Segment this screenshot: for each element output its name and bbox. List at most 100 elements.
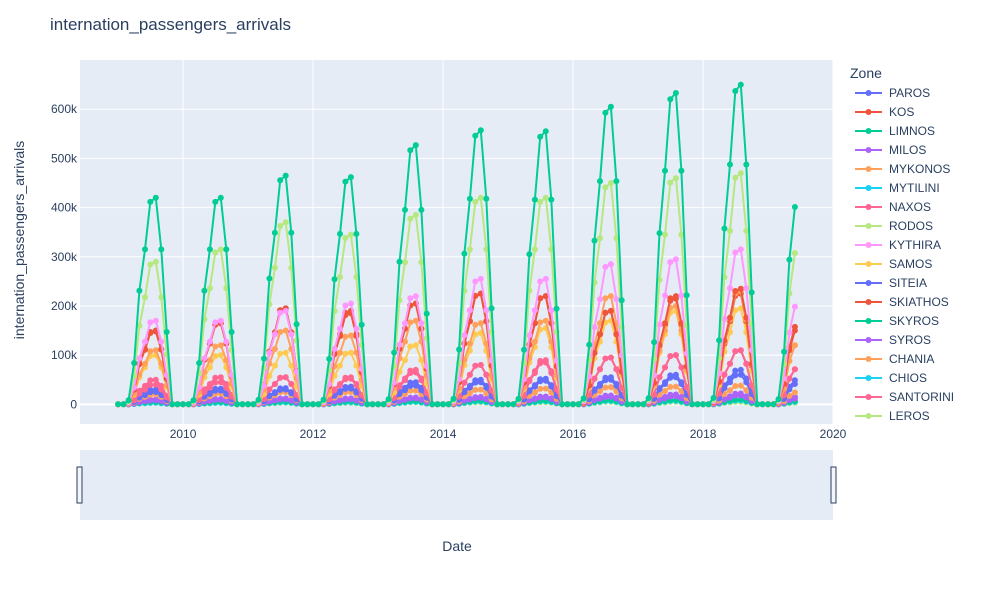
legend-item-siteia[interactable]: SITEIA: [855, 276, 927, 290]
data-point[interactable]: [223, 338, 230, 345]
data-point[interactable]: [217, 246, 224, 253]
data-point[interactable]: [402, 396, 408, 403]
data-point[interactable]: [531, 196, 538, 203]
data-point[interactable]: [402, 375, 408, 382]
data-point[interactable]: [602, 374, 609, 381]
data-point[interactable]: [689, 401, 696, 408]
data-point[interactable]: [466, 395, 473, 402]
data-point[interactable]: [152, 396, 159, 403]
data-point[interactable]: [277, 223, 284, 229]
data-point[interactable]: [613, 331, 620, 338]
data-point[interactable]: [277, 374, 284, 381]
data-point[interactable]: [672, 371, 679, 378]
data-point[interactable]: [337, 349, 343, 356]
data-point[interactable]: [212, 385, 219, 392]
data-point[interactable]: [662, 393, 668, 400]
data-point[interactable]: [277, 350, 284, 357]
data-point[interactable]: [667, 295, 674, 302]
data-point[interactable]: [223, 397, 230, 404]
data-point[interactable]: [266, 386, 273, 393]
data-point[interactable]: [505, 401, 511, 408]
data-point[interactable]: [206, 246, 213, 253]
data-point[interactable]: [245, 401, 251, 408]
data-point[interactable]: [791, 389, 798, 396]
data-point[interactable]: [591, 237, 598, 244]
data-point[interactable]: [206, 364, 213, 371]
data-point[interactable]: [640, 401, 647, 408]
data-point[interactable]: [597, 235, 603, 242]
data-point[interactable]: [672, 391, 679, 398]
data-point[interactable]: [743, 360, 750, 367]
data-point[interactable]: [347, 332, 354, 339]
data-point[interactable]: [781, 348, 788, 355]
data-point[interactable]: [234, 401, 241, 408]
data-point[interactable]: [369, 401, 376, 408]
data-point[interactable]: [531, 370, 538, 376]
data-point[interactable]: [212, 319, 219, 326]
data-point[interactable]: [542, 194, 549, 201]
data-point[interactable]: [282, 219, 289, 226]
data-point[interactable]: [786, 256, 793, 263]
legend[interactable]: PAROS KOS LIMNOS MILOS MYKONOS MYTILINI NAXOS R…: [855, 86, 954, 423]
data-point[interactable]: [206, 397, 213, 404]
data-point[interactable]: [662, 320, 668, 327]
data-point[interactable]: [353, 396, 360, 403]
data-point[interactable]: [732, 383, 739, 389]
range-slider-left-handle[interactable]: [76, 466, 83, 504]
data-point[interactable]: [293, 368, 300, 375]
data-point[interactable]: [737, 170, 744, 177]
data-point[interactable]: [299, 401, 306, 408]
data-point[interactable]: [667, 391, 674, 398]
data-point[interactable]: [212, 343, 219, 350]
data-point[interactable]: [591, 386, 598, 393]
data-point[interactable]: [743, 393, 750, 400]
data-point[interactable]: [472, 132, 479, 139]
data-point[interactable]: [791, 393, 798, 400]
legend-item-samos[interactable]: SAMOS: [855, 257, 932, 271]
data-point[interactable]: [407, 319, 414, 326]
data-point[interactable]: [315, 401, 322, 408]
data-point[interactable]: [515, 395, 522, 402]
data-point[interactable]: [607, 180, 614, 186]
data-point[interactable]: [282, 385, 289, 392]
data-point[interactable]: [131, 360, 138, 366]
data-point[interactable]: [531, 382, 538, 389]
data-point[interactable]: [201, 287, 208, 294]
data-point[interactable]: [537, 385, 544, 392]
data-point[interactable]: [548, 395, 555, 402]
data-point[interactable]: [423, 310, 430, 317]
data-point[interactable]: [602, 263, 609, 270]
data-point[interactable]: [694, 401, 701, 408]
data-point[interactable]: [152, 194, 159, 201]
data-point[interactable]: [342, 374, 349, 381]
data-point[interactable]: [678, 388, 685, 394]
data-point[interactable]: [412, 379, 419, 386]
data-point[interactable]: [466, 390, 473, 397]
data-point[interactable]: [223, 381, 230, 387]
data-point[interactable]: [342, 333, 349, 340]
data-point[interactable]: [331, 345, 338, 352]
data-point[interactable]: [125, 397, 132, 404]
data-point[interactable]: [721, 225, 728, 232]
data-point[interactable]: [477, 320, 484, 327]
data-point[interactable]: [542, 128, 549, 135]
data-point[interactable]: [445, 401, 452, 408]
legend-item-skyros[interactable]: SKYROS: [855, 314, 939, 328]
data-point[interactable]: [559, 401, 566, 408]
data-point[interactable]: [282, 307, 289, 314]
data-point[interactable]: [196, 384, 203, 391]
data-point[interactable]: [597, 381, 603, 387]
data-point[interactable]: [396, 258, 403, 265]
data-point[interactable]: [635, 401, 642, 408]
data-point[interactable]: [342, 350, 349, 357]
data-point[interactable]: [142, 360, 148, 367]
data-point[interactable]: [206, 285, 213, 292]
data-point[interactable]: [786, 329, 793, 336]
data-point[interactable]: [477, 194, 484, 201]
data-point[interactable]: [721, 316, 728, 323]
data-point[interactable]: [786, 392, 793, 399]
data-point[interactable]: [542, 359, 549, 366]
data-point[interactable]: [678, 379, 685, 386]
data-point[interactable]: [407, 215, 414, 222]
data-point[interactable]: [672, 90, 679, 96]
